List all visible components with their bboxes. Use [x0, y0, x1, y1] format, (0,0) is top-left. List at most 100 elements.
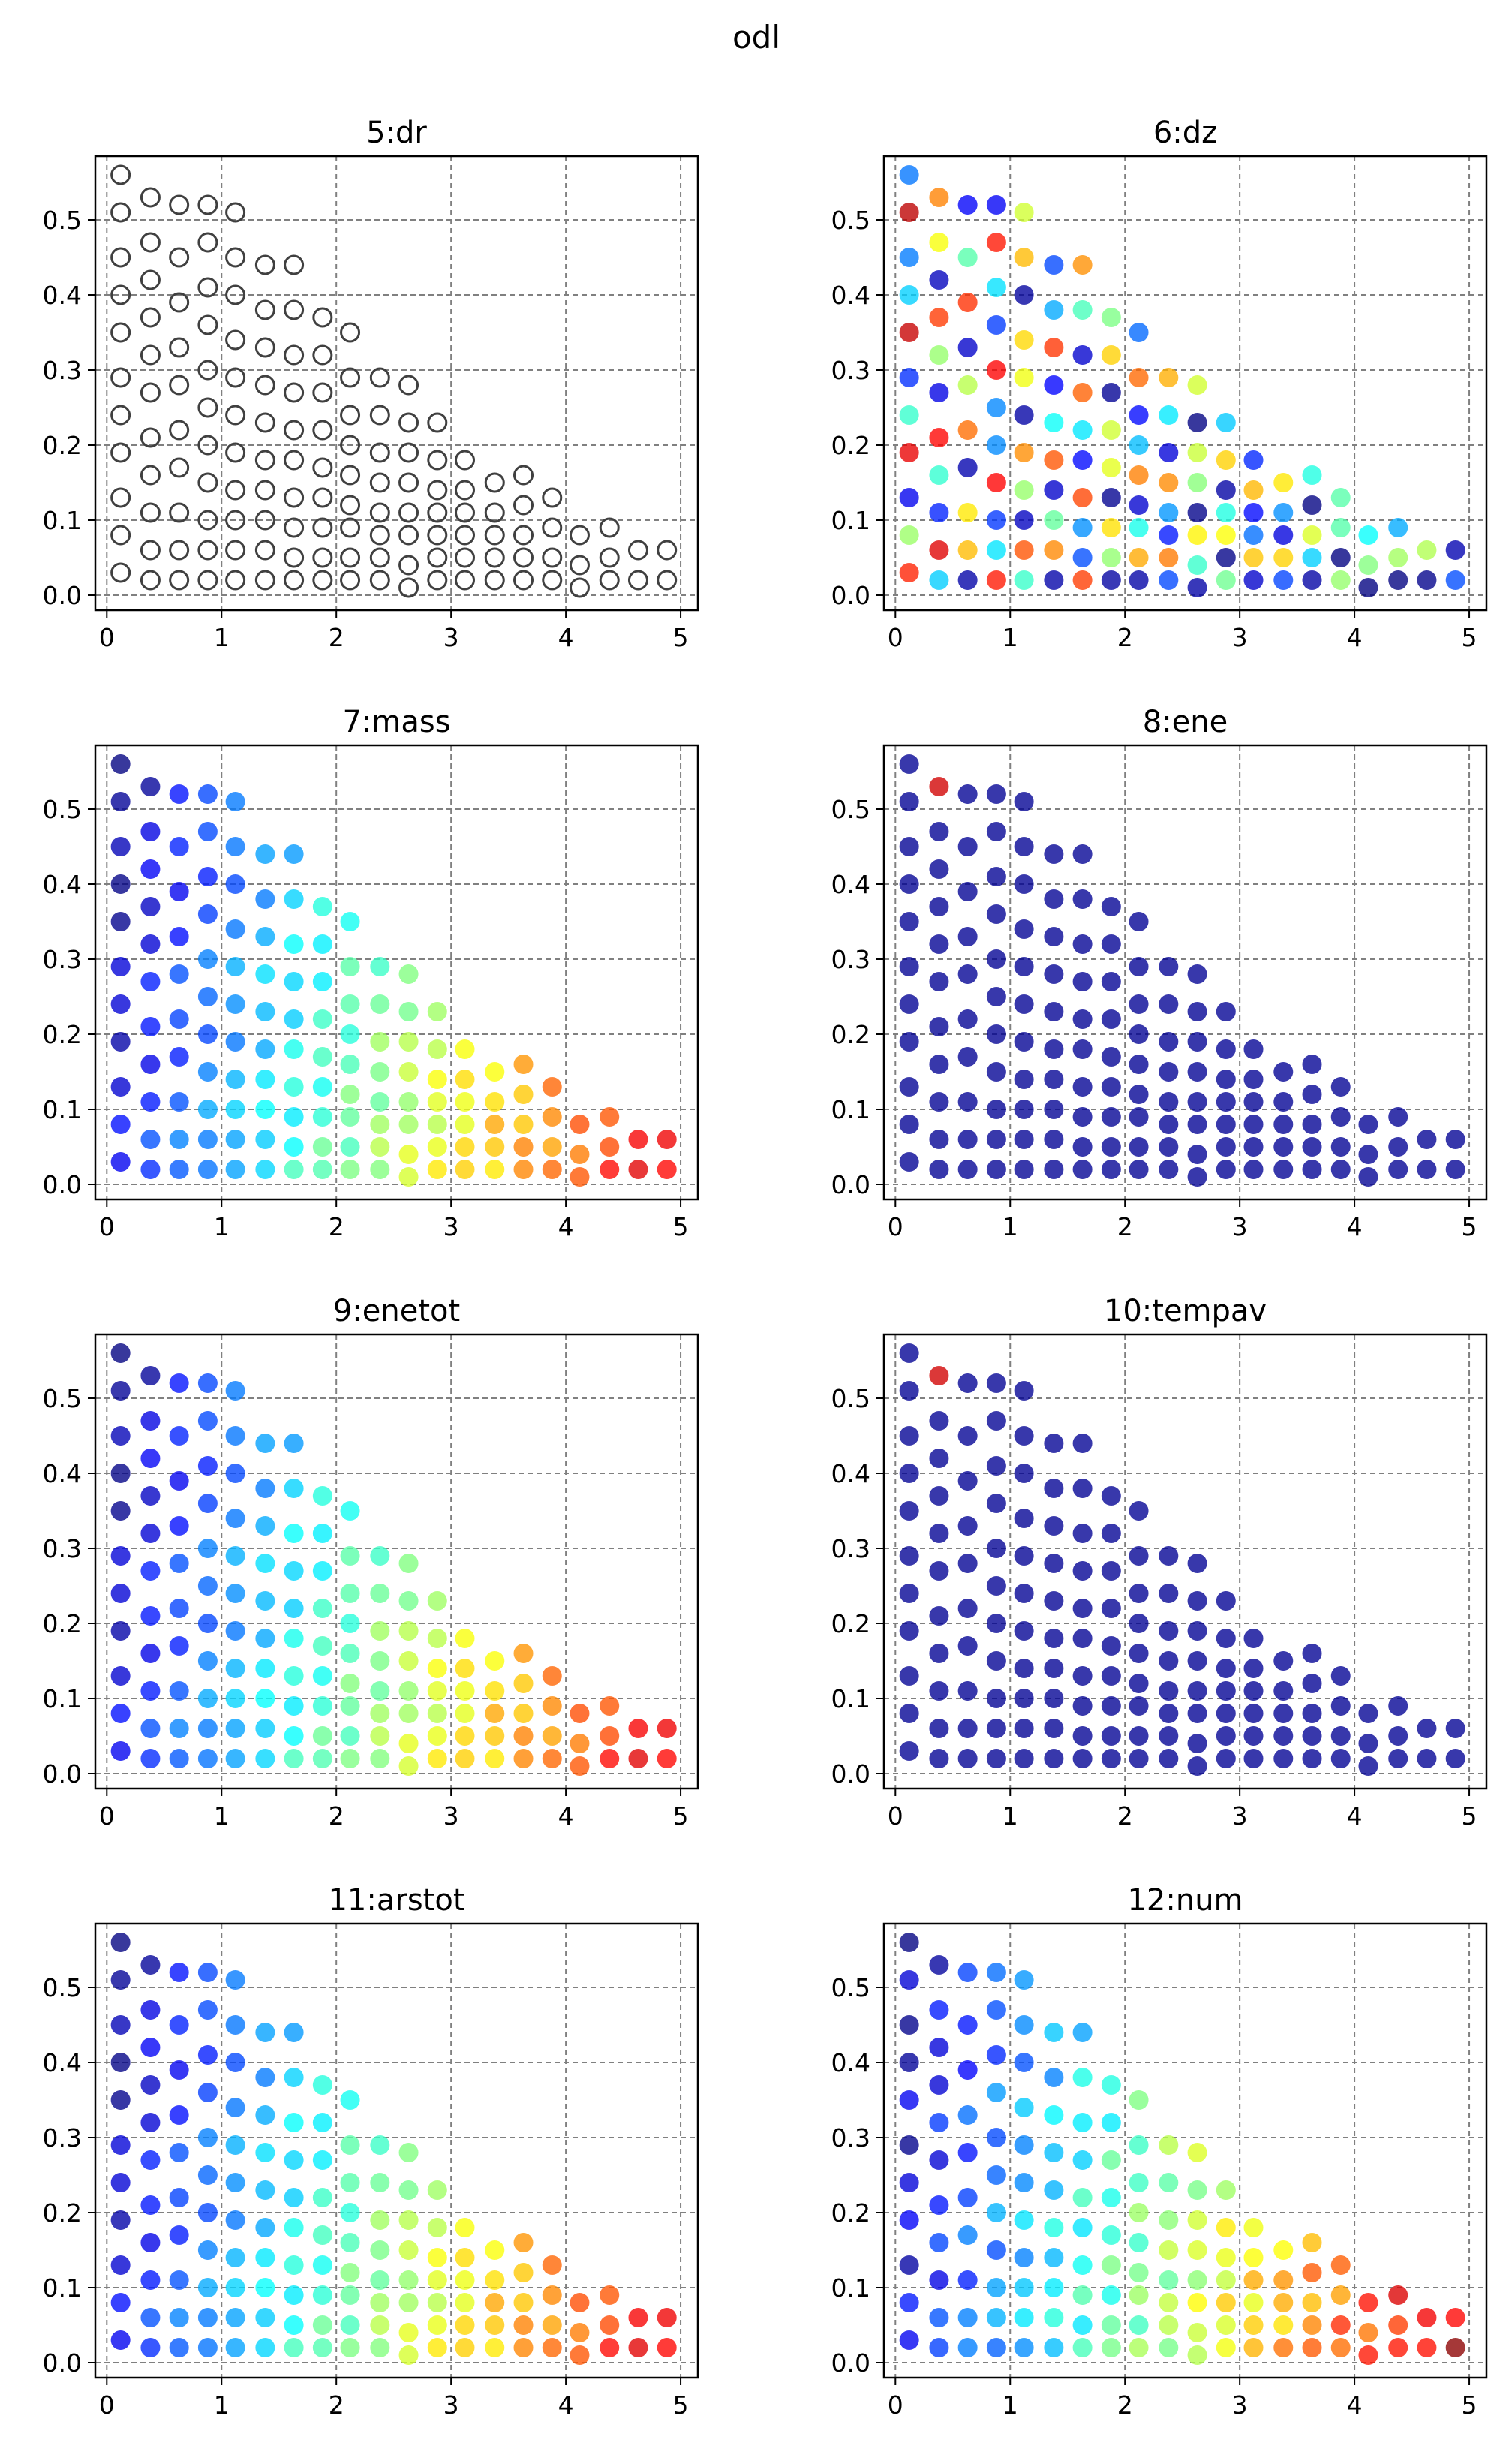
- scatter-point: [957, 293, 978, 312]
- scatter-point: [225, 2098, 245, 2117]
- scatter-point: [1273, 1726, 1294, 1746]
- scatter-point: [169, 292, 190, 313]
- scatter-point: [427, 1749, 447, 1768]
- scatter-point: [340, 957, 360, 976]
- scatter-point: [1330, 1160, 1351, 1179]
- scatter-point: [427, 2180, 447, 2200]
- y-tick-label: 0.5: [43, 206, 82, 235]
- scatter-point: [1302, 1085, 1322, 1104]
- scatter-point: [1101, 518, 1121, 537]
- scatter-point: [398, 2143, 419, 2162]
- scatter-point: [929, 383, 949, 402]
- scatter-point: [169, 1471, 189, 1491]
- scatter-point: [225, 480, 246, 501]
- scatter-point: [1159, 1115, 1179, 1134]
- scatter-point: [899, 1032, 919, 1052]
- scatter-point: [110, 912, 131, 931]
- scatter-point: [169, 1160, 189, 1179]
- x-tick-label: 5: [1462, 1212, 1477, 1241]
- scatter-point: [169, 1047, 189, 1067]
- scatter-point: [986, 1160, 1006, 1179]
- scatter-point: [957, 1554, 978, 1573]
- scatter-point: [1159, 525, 1179, 545]
- x-tick-label: 3: [1232, 1801, 1248, 1831]
- scatter-point: [957, 195, 978, 215]
- scatter-point: [340, 1696, 360, 1716]
- scatter-point: [197, 1130, 218, 1149]
- scatter-point: [225, 1719, 245, 1738]
- scatter-point: [284, 2315, 304, 2335]
- x-tick-label: 3: [443, 1801, 459, 1831]
- scatter-point: [1072, 1666, 1093, 1686]
- scatter-point: [1072, 2150, 1093, 2170]
- scatter-point: [1273, 473, 1294, 492]
- scatter-point: [1072, 2113, 1093, 2132]
- scatter-point: [657, 2338, 677, 2357]
- scatter-point: [542, 2338, 562, 2357]
- scatter-point: [1101, 1666, 1121, 1686]
- scatter-point: [1243, 450, 1264, 470]
- scatter-point: [255, 2218, 275, 2237]
- x-tick-label: 0: [888, 1801, 903, 1831]
- scatter-point: [600, 1749, 620, 1768]
- scatter-point: [1014, 1546, 1034, 1566]
- scatter-point: [1129, 1644, 1149, 1663]
- scatter-point: [1044, 1516, 1064, 1536]
- scatter-point: [1014, 2308, 1034, 2327]
- scatter-point: [369, 570, 390, 591]
- scatter-point: [628, 2308, 648, 2327]
- scatter-point: [1014, 1970, 1034, 1990]
- scatter-point: [986, 1373, 1006, 1393]
- scatter-point: [225, 405, 246, 426]
- scatter-point: [455, 2270, 475, 2290]
- scatter-point: [284, 889, 304, 909]
- scatter-point: [370, 2210, 390, 2230]
- scatter-point: [255, 2068, 275, 2087]
- scatter-point: [957, 1373, 978, 1393]
- scatter-point: [1243, 1039, 1264, 1059]
- scatter-point: [370, 2240, 390, 2260]
- scatter-point: [929, 1017, 949, 1036]
- subplot-ene: 8:ene 0 1 2 3 4 5 0.0 0.1 0.2 0.3 0.4 0.5: [831, 705, 1488, 1241]
- scatter-point: [986, 2240, 1006, 2260]
- scatter-point: [899, 874, 919, 894]
- scatter-point: [1159, 994, 1179, 1014]
- scatter-point: [1101, 383, 1121, 402]
- scatter-point: [169, 2308, 189, 2327]
- scatter-point: [169, 927, 189, 946]
- scatter-point: [1330, 1726, 1351, 1746]
- scatter-point: [1072, 1629, 1093, 1648]
- scatter-point: [1302, 570, 1322, 590]
- scatter-point: [929, 1055, 949, 1074]
- scatter-point: [312, 487, 333, 508]
- scatter-point: [899, 563, 919, 582]
- scatter-point: [1216, 2315, 1236, 2335]
- scatter-point: [957, 2060, 978, 2080]
- scatter-point: [1243, 1070, 1264, 1089]
- scatter-point: [110, 994, 131, 1014]
- scatter-point: [1014, 510, 1034, 530]
- scatter-point: [398, 1591, 419, 1611]
- scatter-point: [255, 1689, 275, 1708]
- scatter-point: [255, 2105, 275, 2125]
- scatter-point: [1014, 2015, 1034, 2035]
- scatter-point: [197, 397, 218, 418]
- scatter-point: [255, 1719, 275, 1738]
- scatter-point: [1129, 1726, 1149, 1746]
- x-tick-label: 1: [214, 2390, 230, 2420]
- scatter-point: [284, 344, 305, 366]
- scatter-point: [1273, 1160, 1294, 1179]
- scatter-point: [284, 1726, 304, 1746]
- x-tick-label: 1: [214, 1212, 230, 1241]
- scatter-point: [197, 360, 218, 381]
- scatter-point: [427, 1659, 447, 1678]
- scatter-point: [427, 2315, 447, 2335]
- subplot-enetot: 9:enetot 0 1 2 3 4 5 0.0 0.1 0.2 0.3 0.4 0.5: [43, 1294, 699, 1831]
- scatter-point: [986, 1494, 1006, 1513]
- scatter-point: [140, 1606, 161, 1626]
- scatter-point: [284, 1599, 304, 1618]
- scatter-point: [1101, 2113, 1121, 2132]
- scatter-point: [340, 2173, 360, 2192]
- scatter-point: [284, 1039, 304, 1059]
